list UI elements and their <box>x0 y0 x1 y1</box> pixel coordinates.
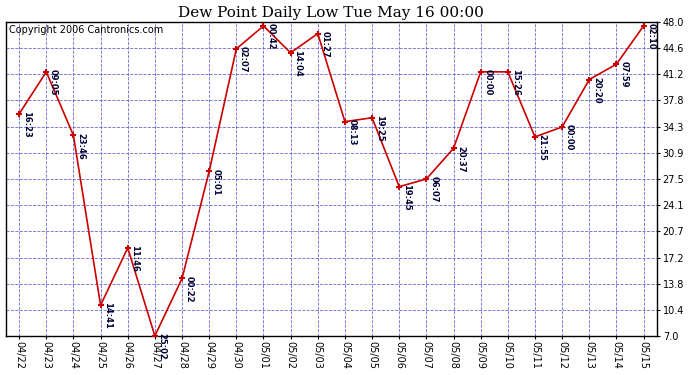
Text: 00:22: 00:22 <box>185 276 194 302</box>
Text: 15:26: 15:26 <box>511 69 520 96</box>
Text: 14:41: 14:41 <box>104 303 112 329</box>
Text: 11:46: 11:46 <box>130 245 139 272</box>
Text: 09:05: 09:05 <box>49 69 58 96</box>
Text: 07:59: 07:59 <box>619 62 628 88</box>
Text: 25:02: 25:02 <box>157 333 167 360</box>
Text: 00:00: 00:00 <box>565 124 574 150</box>
Text: 14:04: 14:04 <box>293 50 302 77</box>
Text: 19:25: 19:25 <box>375 115 384 142</box>
Text: 20:20: 20:20 <box>592 77 601 104</box>
Text: 00:00: 00:00 <box>484 69 493 96</box>
Text: Copyright 2006 Cantronics.com: Copyright 2006 Cantronics.com <box>9 25 163 35</box>
Text: 06:07: 06:07 <box>429 176 438 203</box>
Text: 16:23: 16:23 <box>22 111 31 138</box>
Text: 02:10: 02:10 <box>647 23 656 50</box>
Text: 01:27: 01:27 <box>321 31 330 57</box>
Text: 02:07: 02:07 <box>239 46 248 73</box>
Text: 08:13: 08:13 <box>348 119 357 146</box>
Text: 23:46: 23:46 <box>76 133 85 159</box>
Text: 20:37: 20:37 <box>456 146 465 172</box>
Text: 05:01: 05:01 <box>212 169 221 195</box>
Text: 21:55: 21:55 <box>538 134 546 161</box>
Title: Dew Point Daily Low Tue May 16 00:00: Dew Point Daily Low Tue May 16 00:00 <box>179 6 484 20</box>
Text: 19:45: 19:45 <box>402 184 411 211</box>
Text: 00:42: 00:42 <box>266 23 275 50</box>
